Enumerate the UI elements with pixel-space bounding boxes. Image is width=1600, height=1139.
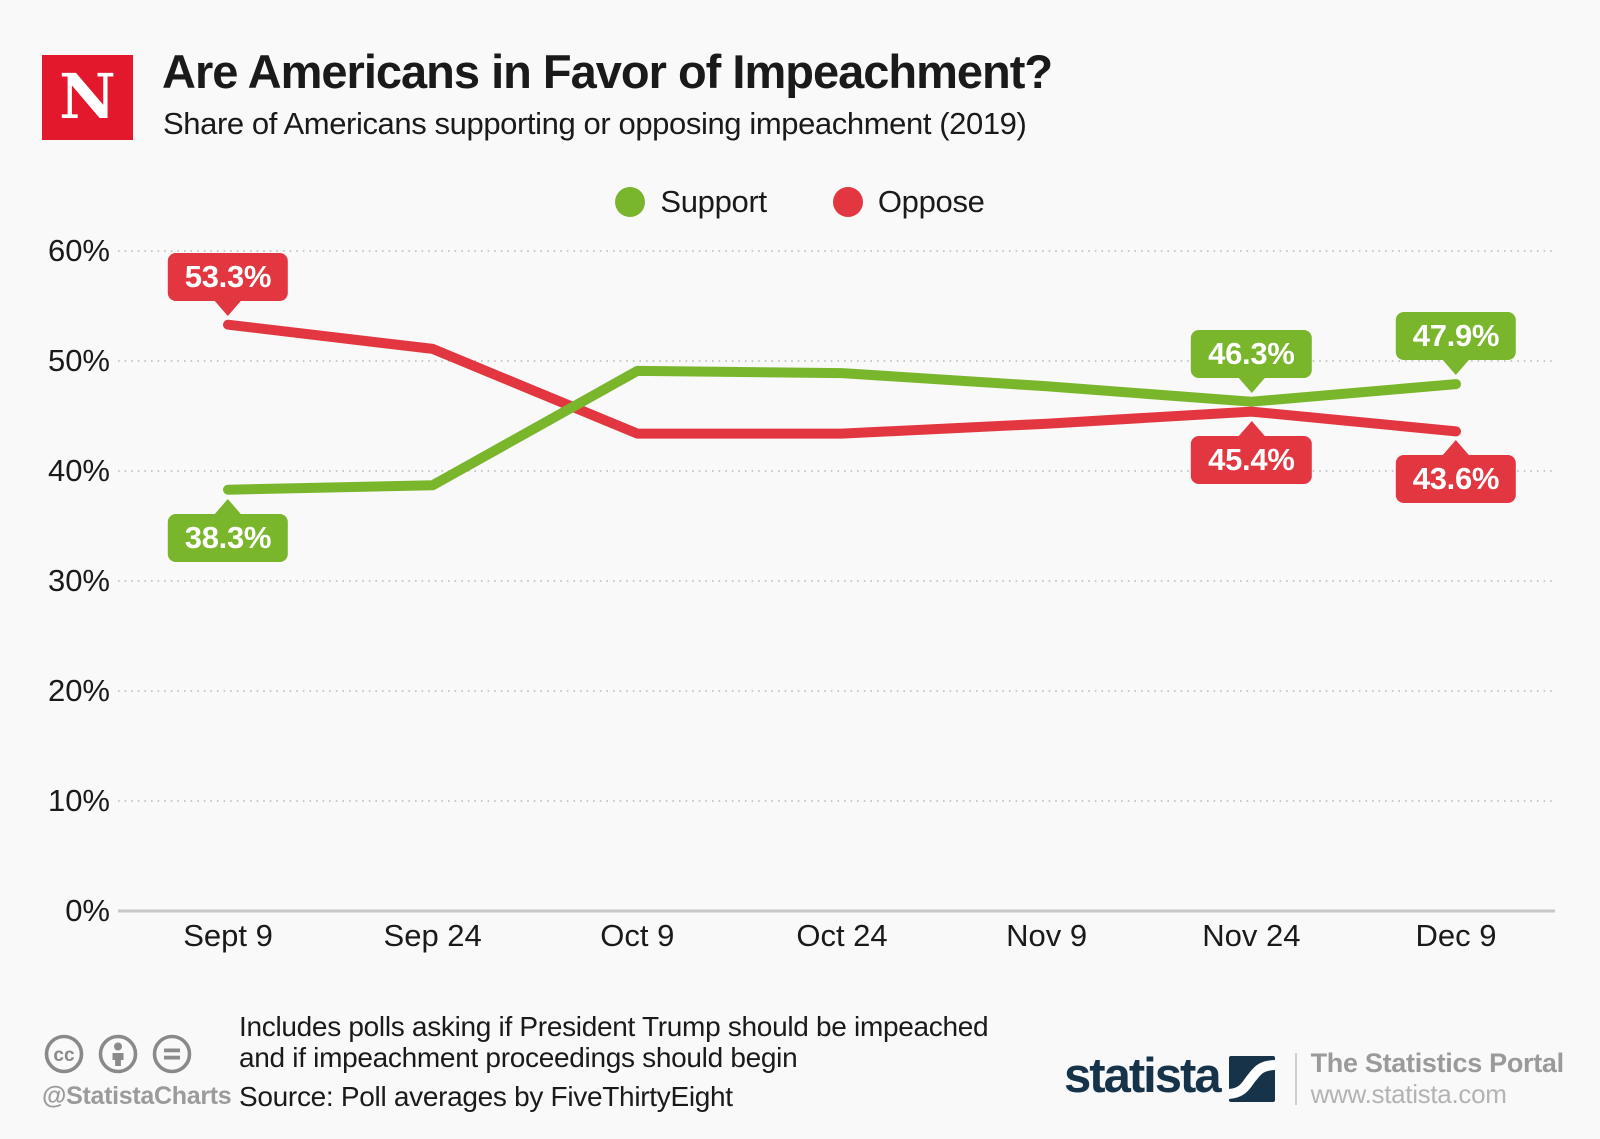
callout-support-dec9: 47.9% <box>1395 312 1517 361</box>
callout-support-sept9: 38.3% <box>167 513 289 562</box>
y-axis-label-40: 40% <box>47 453 110 488</box>
portal-url: www.statista.com <box>1310 1079 1507 1109</box>
newsweek-logo-letter: N <box>59 59 116 133</box>
y-axis-label-30: 30% <box>47 563 110 598</box>
y-axis-label-20: 20% <box>47 673 110 708</box>
y-axis-label-10: 10% <box>47 783 110 818</box>
x-axis-label: Sept 9 <box>183 918 273 953</box>
legend-label-support: Support <box>660 184 767 219</box>
cc-license-icon: cc <box>44 1034 84 1074</box>
statista-wave-icon <box>1228 1056 1275 1102</box>
chart-footnote: Includes polls asking if President Trump… <box>239 1011 989 1073</box>
x-axis-label: Nov 24 <box>1202 918 1301 953</box>
footnote-line-1: Includes polls asking if President Trump… <box>239 1011 989 1042</box>
x-axis-label: Sep 24 <box>383 918 482 953</box>
legend: Support Oppose <box>0 184 1600 220</box>
source-line: Source: Poll averages by FiveThirtyEight <box>239 1081 733 1112</box>
footnote-line-2: and if impeachment proceedings should be… <box>239 1042 798 1073</box>
statista-brand: statista The Statistics Portal www.stati… <box>1064 1048 1564 1110</box>
callout-support-nov24: 46.3% <box>1191 329 1312 378</box>
y-axis-label-50: 50% <box>47 343 110 378</box>
callout-oppose-dec9: 43.6% <box>1395 455 1517 504</box>
newsweek-logo: N <box>42 55 133 140</box>
no-derivatives-icon <box>152 1034 192 1074</box>
x-axis-label: Nov 9 <box>1006 918 1088 953</box>
portal-tagline: The Statistics Portal <box>1310 1048 1565 1078</box>
statista-charts-handle: @StatistaCharts <box>42 1082 232 1110</box>
chart-subtitle: Share of Americans supporting or opposin… <box>163 106 1027 141</box>
callout-oppose-nov24: 45.4% <box>1191 435 1312 484</box>
chart-title: Are Americans in Favor of Impeachment? <box>162 45 1053 98</box>
svg-text:cc: cc <box>53 1045 75 1066</box>
creative-commons-icons: cc <box>44 1034 192 1074</box>
x-axis-label: Oct 9 <box>600 918 675 953</box>
x-axis-label: Oct 24 <box>796 918 888 953</box>
portal-text: The Statistics Portal www.statista.com <box>1310 1048 1565 1110</box>
oppose-dot-icon <box>832 187 863 217</box>
callout-oppose-sept9: 53.3% <box>167 252 289 301</box>
y-axis-label-60: 60% <box>47 233 110 268</box>
statista-wordmark: statista <box>1064 1048 1222 1103</box>
attribution-icon <box>98 1034 138 1074</box>
support-dot-icon <box>615 187 646 217</box>
x-axis-label: Dec 9 <box>1415 918 1497 953</box>
legend-item-oppose: Oppose <box>832 184 985 220</box>
legend-item-support: Support <box>615 184 767 220</box>
brand-divider <box>1294 1053 1297 1105</box>
legend-label-oppose: Oppose <box>877 184 985 219</box>
y-axis-label-0: 0% <box>65 893 110 928</box>
